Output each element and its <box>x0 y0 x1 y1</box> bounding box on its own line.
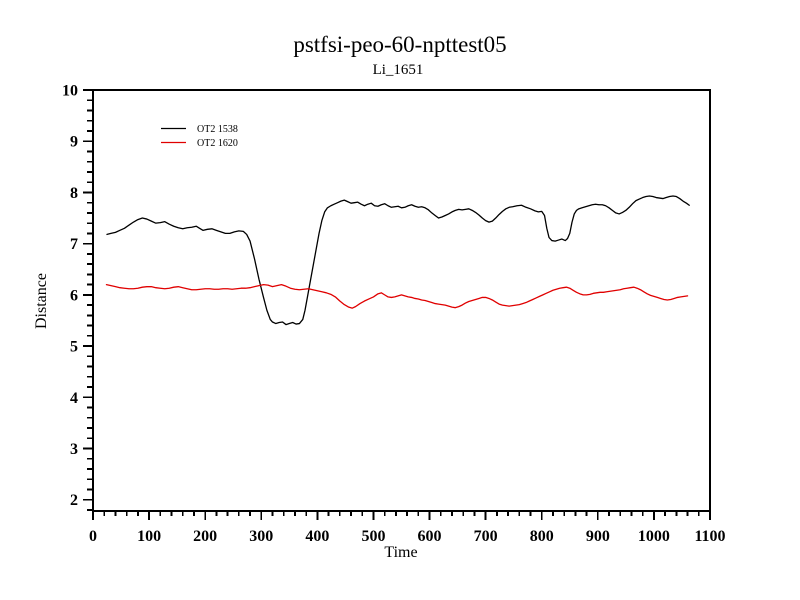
y-tick-label: 6 <box>70 287 78 304</box>
axis-ticks <box>83 89 711 520</box>
legend-label-ot2-1620: OT2 1620 <box>197 138 238 149</box>
y-tick-label: 4 <box>70 390 78 407</box>
y-axis-label: Distance <box>33 273 50 329</box>
y-tick-label: 9 <box>70 134 78 151</box>
x-tick-label: 100 <box>137 528 161 545</box>
legend-label-ot2-1538: OT2 1538 <box>197 124 238 135</box>
x-tick-label: 900 <box>586 528 610 545</box>
plot-frame-box <box>92 89 711 512</box>
y-tick-label: 2 <box>70 492 78 509</box>
x-tick-label: 300 <box>249 528 273 545</box>
x-tick-label: 500 <box>361 528 385 545</box>
chart-title: pstfsi-peo-60-npttest05 <box>293 32 506 57</box>
y-tick-label: 7 <box>70 236 78 253</box>
x-tick-label: 200 <box>193 528 217 545</box>
x-tick-label: 600 <box>418 528 442 545</box>
x-axis-label: Time <box>384 544 417 561</box>
chart-subtitle: Li_1651 <box>373 62 424 78</box>
x-tick-label: 700 <box>474 528 498 545</box>
x-tick-label: 0 <box>89 528 97 545</box>
x-tick-label: 1000 <box>638 528 670 545</box>
series-line-ot2-1538 <box>106 195 690 326</box>
x-tick-label: 400 <box>305 528 329 545</box>
plot-frame <box>92 89 711 512</box>
data-series <box>105 195 690 326</box>
legend: OT2 1538 OT2 1620 <box>161 124 238 149</box>
y-tick-label: 3 <box>70 441 78 458</box>
axis-tick-labels: 0 100 200 300 400 500 600 700 800 900 1000 1100 2 3 4 5… <box>62 83 726 546</box>
y-tick-label: 10 <box>62 83 78 100</box>
y-tick-label: 8 <box>70 185 78 202</box>
x-tick-label: 800 <box>530 528 554 545</box>
series-line-ot2-1620 <box>105 283 689 309</box>
y-tick-label: 5 <box>70 339 78 356</box>
x-tick-label: 1100 <box>694 528 725 545</box>
